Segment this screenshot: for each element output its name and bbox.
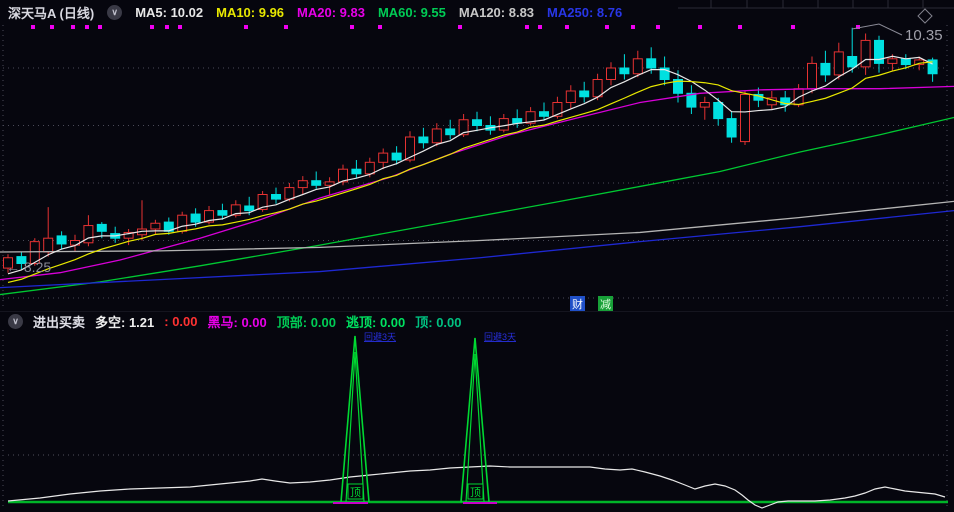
avoid-days-link[interactable]: 回避3天 — [364, 331, 396, 342]
ding-value: 顶: 0.00 — [415, 315, 462, 330]
ma250-label: MA250: 8.76 — [547, 4, 623, 20]
ma60-label: MA60: 9.55 — [377, 4, 446, 20]
signal-badge-财: 财 — [570, 296, 585, 311]
red-value: : 0.00 — [164, 314, 198, 329]
diamond-icon[interactable] — [917, 8, 933, 24]
top-signal-spike — [460, 337, 490, 503]
dingbu-value: 顶部: 0.00 — [276, 315, 337, 330]
ma20-line — [0, 85, 954, 281]
heima-value: 黑马: 0.00 — [207, 315, 267, 330]
indicator-header: ∨ 进出买卖 多空: 1.21 : 0.00 黑马: 0.00 顶部: 0.00… — [0, 311, 954, 331]
ma20-label: MA20: 9.83 — [297, 4, 365, 20]
top-signal-spike — [340, 335, 370, 503]
taoding-value: 逃顶: 0.00 — [346, 315, 406, 330]
top-ruler — [678, 0, 954, 9]
ma10-line — [7, 61, 933, 284]
stock-title: 深天马A (日线) — [8, 5, 95, 21]
ma10-label: MA10: 9.96 — [216, 4, 285, 20]
ding-label: 顶 — [347, 483, 364, 500]
signal-dots — [31, 25, 860, 29]
duokong-value: 多空: 1.21 — [95, 315, 155, 330]
signal-badge-减: 减 — [598, 296, 613, 311]
main-chart-header: 深天马A (日线) ∨ MA5: 10.02 MA10: 9.96 MA20: … — [0, 0, 954, 24]
low-price-annotation: ← 8.25 — [6, 259, 51, 275]
ma60-line — [0, 116, 954, 296]
svg-text:顶: 顶 — [470, 486, 481, 499]
ma250-line — [0, 209, 954, 289]
svg-text:顶: 顶 — [350, 486, 361, 499]
candlesticks — [3, 27, 938, 273]
svg-text:减: 减 — [600, 298, 611, 311]
avoid-days-link[interactable]: 回避3天 — [484, 331, 516, 342]
price-gridlines — [2, 25, 948, 307]
high-pointer-line — [851, 23, 903, 36]
ma120-label: MA120: 8.83 — [458, 4, 535, 20]
chevron-down-icon[interactable]: ∨ — [107, 4, 123, 20]
ma120-line — [0, 200, 954, 253]
high-price-annotation: 10.35 — [905, 27, 943, 44]
oscillator-line — [7, 465, 946, 509]
ma5-line — [7, 55, 933, 275]
ding-label: 顶 — [467, 483, 484, 500]
indicator-title: 进出买卖 — [33, 315, 86, 330]
indicator-chart-canvas[interactable]: 顶 顶 回避3天 回避3天 — [0, 330, 954, 512]
main-chart-canvas[interactable]: 10.35 ← 8.25 财 减 — [0, 0, 954, 312]
ma5-label: MA5: 10.02 — [135, 4, 204, 20]
svg-text:财: 财 — [572, 297, 583, 311]
chevron-down-icon[interactable]: ∨ — [8, 314, 23, 329]
